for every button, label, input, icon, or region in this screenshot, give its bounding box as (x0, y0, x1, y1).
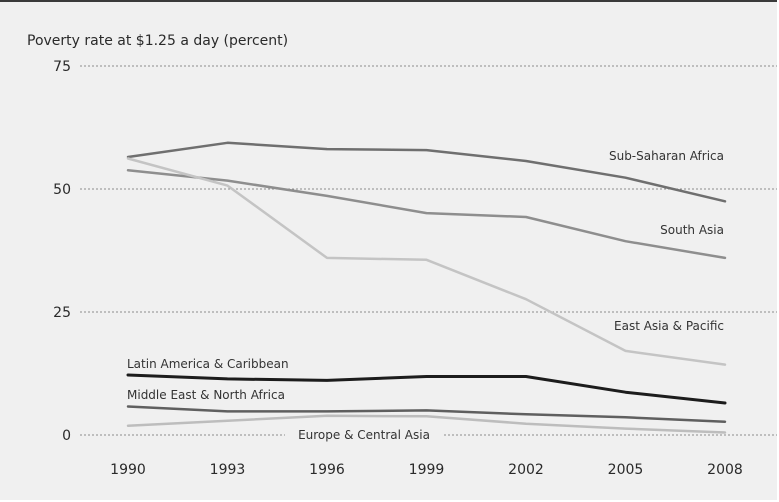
y-tick-label: 75 (53, 59, 71, 75)
x-tick-label: 2002 (508, 462, 544, 478)
x-tick-label: 1999 (409, 462, 445, 478)
series-label-europe-and-central-asia: Europe & Central Asia (298, 428, 430, 442)
series-label-sub-saharan-africa: Sub-Saharan Africa (609, 149, 724, 163)
series-label-middle-east-and-north-africa: Middle East & North Africa (127, 388, 285, 402)
y-axis-title: Poverty rate at $1.25 a day (percent) (27, 33, 288, 49)
x-tick-label: 1990 (110, 462, 146, 478)
label-background (285, 428, 443, 443)
x-tick-label: 1996 (309, 462, 345, 478)
series-line-europe-and-central-asia (126, 414, 727, 434)
series-lines (126, 141, 727, 434)
series-labels: Sub-Saharan Africa South Asia East Asia & … (127, 149, 724, 443)
y-tick-label: 0 (62, 428, 71, 444)
series-label-latin-america-and-caribbean: Latin America & Caribbean (127, 357, 289, 371)
series-label-south-asia: South Asia (660, 223, 724, 237)
series-label-east-asia-and-pacific: East Asia & Pacific (614, 319, 724, 333)
y-tick-label: 25 (53, 305, 71, 321)
series-line-south-asia (126, 169, 727, 260)
y-tick-label: 50 (53, 182, 71, 198)
series-line-latin-america-and-caribbean (126, 373, 727, 405)
gridlines (80, 65, 777, 436)
x-tick-label: 2005 (608, 462, 644, 478)
y-tick-labels: 0 25 50 75 (53, 59, 71, 444)
series-line-east-asia-and-pacific (126, 157, 727, 366)
x-tick-labels: 1990 1993 1996 1999 2002 2005 2008 (110, 462, 743, 478)
x-tick-label: 2008 (707, 462, 743, 478)
series-line-sub-saharan-africa (126, 141, 727, 203)
series-line-middle-east-and-north-africa (126, 405, 727, 423)
x-tick-label: 1993 (210, 462, 246, 478)
